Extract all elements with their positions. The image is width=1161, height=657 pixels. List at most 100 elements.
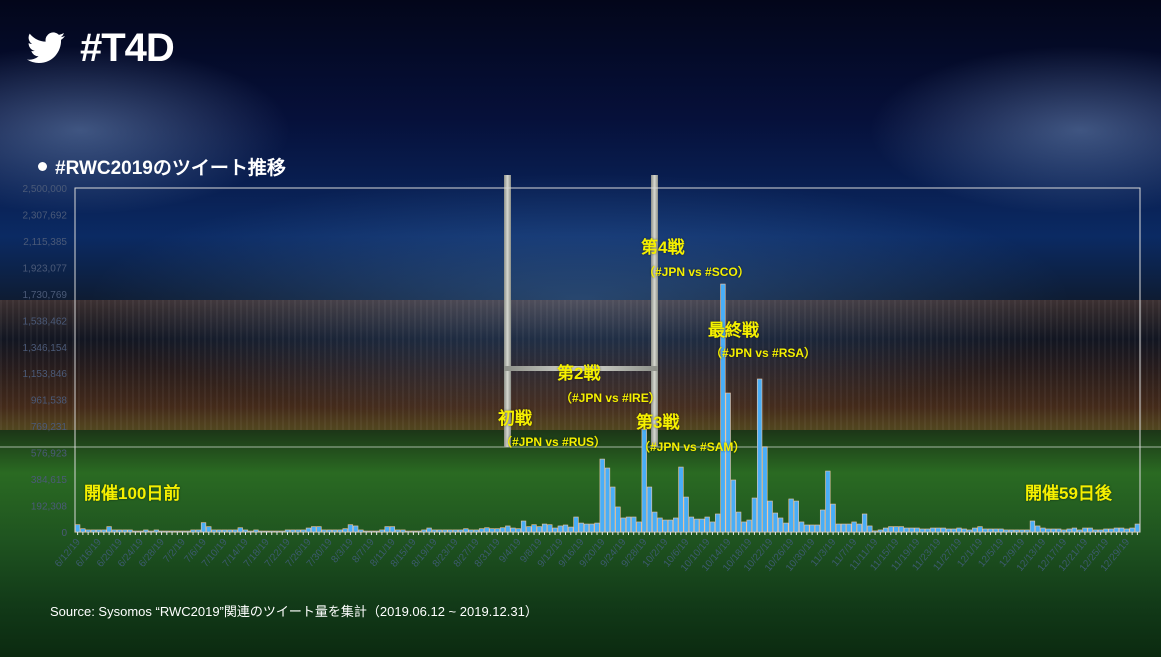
bar [793,500,799,533]
bar [1029,520,1036,533]
bar [463,528,469,533]
y-tick-label: 1,730,769 [23,290,68,301]
bar [494,528,500,533]
bar [688,516,695,533]
bar [819,509,826,533]
bar [709,521,716,533]
bar [200,522,207,533]
goal-crossbar [504,366,658,371]
bar [856,523,862,533]
bar [1019,529,1025,533]
bar [1061,529,1067,533]
bar [667,519,674,533]
y-tick-label: 1,346,154 [23,343,68,354]
bar [683,496,689,533]
bar [615,506,621,533]
bar [179,530,186,533]
annotation-match3-teams: （#JPN vs #SAM） [638,440,746,454]
source-note: Source: Sysomos “RWC2019”関連のツイート量を集計（201… [50,604,538,619]
y-tick-label: 1,153,846 [23,369,68,380]
bar [421,529,427,533]
twitter-bird-icon [27,32,65,64]
y-tick-label: 2,115,385 [23,237,67,248]
bar [541,523,548,533]
bar [872,530,878,533]
bar [956,527,962,533]
bar [998,528,1004,533]
annotation-end: 開催59日後 [1025,484,1112,503]
annotation-start: 開催100日前 [84,484,181,503]
bar [221,529,228,533]
bar [951,528,957,533]
bar [888,526,894,533]
bar [284,529,291,533]
y-tick-label: 2,500,000 [23,184,68,195]
bar [982,528,988,533]
bar [505,525,511,533]
bar [1113,527,1120,533]
bar [337,529,343,533]
bar [1040,527,1046,533]
bar [290,529,296,533]
bar [426,527,432,533]
bar [935,527,941,533]
goal-post-left [504,175,511,447]
bar [80,528,86,533]
bar [694,518,700,533]
bar [206,526,212,533]
bar [657,517,663,533]
bar [363,530,369,533]
bar [1124,528,1130,533]
bar [562,524,569,533]
bar [636,521,642,533]
bar [216,529,222,533]
annotation-match4-label: 第4戦 [641,238,685,257]
bar [1082,527,1088,533]
bar [557,525,563,533]
annotation-final-label: 最終戦 [708,321,759,340]
annotation-match1-label: 初戦 [498,409,532,428]
bar [279,530,285,533]
bar [578,522,584,533]
bar [452,529,458,533]
bar [914,527,920,533]
bar [374,530,380,533]
bar [158,530,165,533]
bar [1134,523,1141,533]
bar [851,521,857,533]
bar [510,527,516,533]
bar [353,525,359,533]
bar [316,526,322,533]
bar [1035,525,1041,533]
bar [725,392,731,533]
bar [1092,529,1099,533]
bar [867,525,873,533]
bar [237,527,243,533]
bar [153,529,159,533]
y-tick-label: 0 [61,528,67,539]
y-tick-label: 961,538 [31,396,68,407]
bar [101,529,107,533]
bar [961,528,967,533]
bar [295,529,301,533]
bar [993,528,999,533]
bar [326,529,333,533]
bar [395,529,401,533]
bar [258,530,264,533]
bar [436,529,443,533]
bar [746,519,752,533]
bar [704,516,710,533]
bar [772,512,779,533]
bar [526,526,532,533]
bar [736,511,742,533]
bar [358,529,364,533]
y-tick-label: 1,538,462 [23,316,68,327]
bar [594,522,600,533]
bar [536,526,542,533]
bar [652,511,658,533]
bar [741,521,747,533]
bar [484,527,490,533]
bar [190,529,196,533]
bar [552,527,558,533]
bar [405,530,411,533]
